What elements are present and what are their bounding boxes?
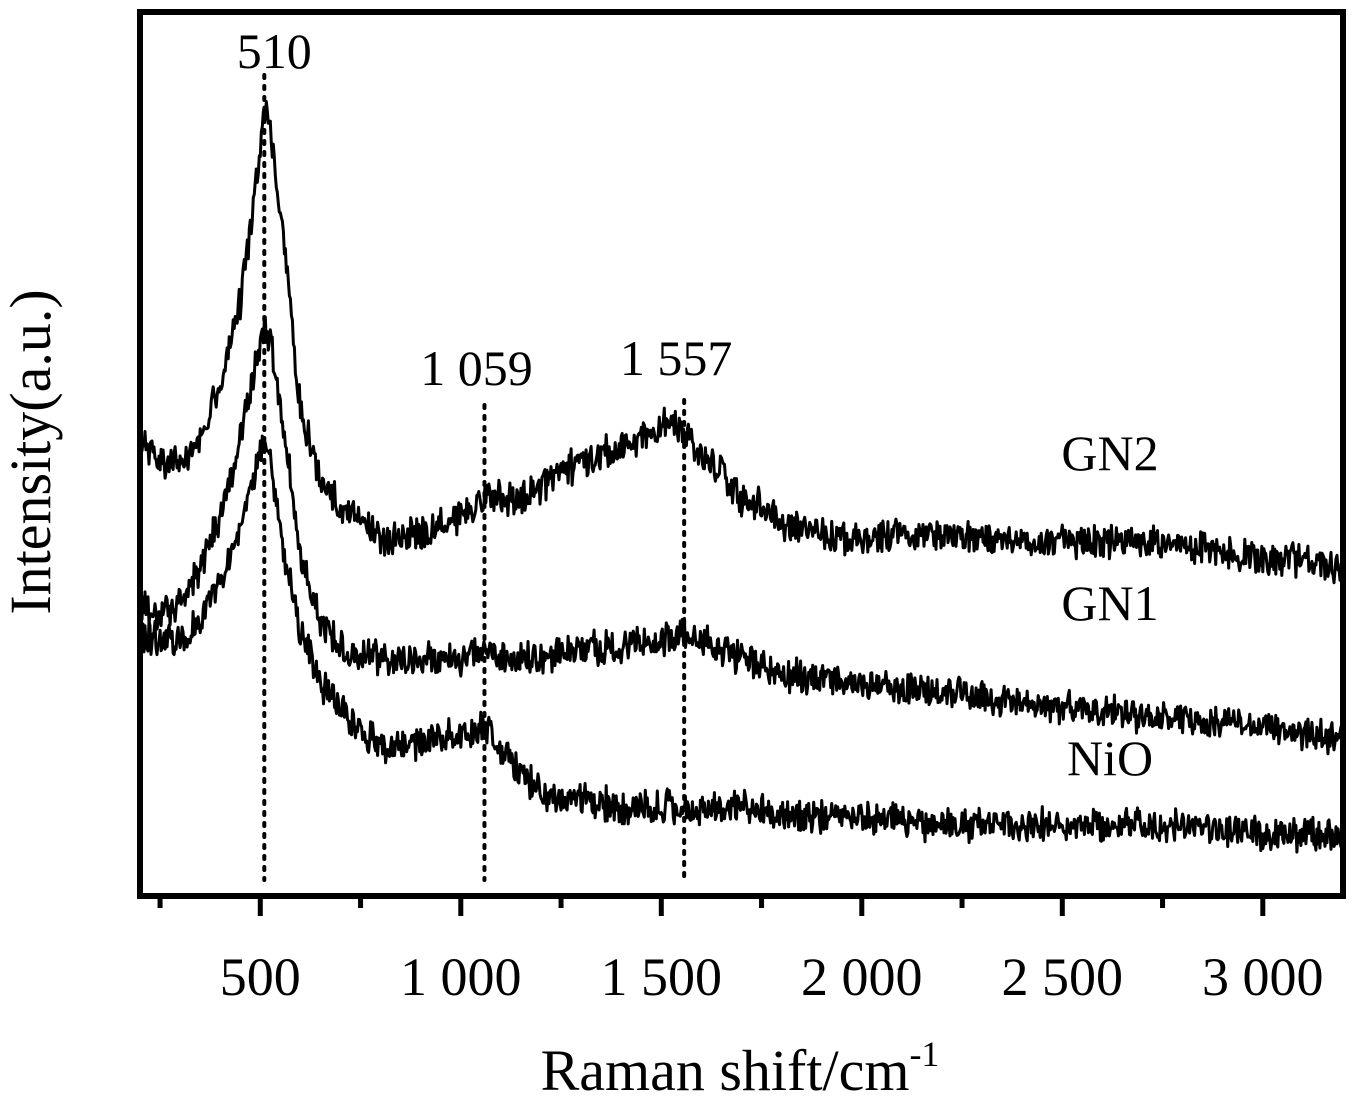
text-labels: GN2 GN1 NiO 510 1 059 1 557 <box>237 23 1159 786</box>
series-label-gn1: GN1 <box>1061 575 1158 631</box>
peak-label: 510 <box>237 23 312 79</box>
peak-label: 1 557 <box>620 330 733 386</box>
x-tick-label: 1 000 <box>400 947 522 1007</box>
series-label-gn2: GN2 <box>1061 425 1158 481</box>
peak-marker-layer <box>262 73 687 882</box>
x-tick-label: 500 <box>220 947 301 1007</box>
series-layer <box>138 100 1345 854</box>
series-line-nio <box>138 434 1345 854</box>
series-label-nio: NiO <box>1067 730 1153 786</box>
x-tick-label: 1 500 <box>601 947 723 1007</box>
peak-label: 1 059 <box>420 340 533 396</box>
x-tick-label: 2 500 <box>1002 947 1124 1007</box>
x-axis-title-text: Raman shift/cm <box>541 1038 910 1098</box>
x-tick-label: 2 000 <box>801 947 923 1007</box>
series-line-gn1 <box>138 315 1345 756</box>
x-tick-label: 3 000 <box>1202 947 1324 1007</box>
x-axis-ticks: 500 1 000 1 500 2 000 2 500 3 000 <box>157 896 1324 1007</box>
series-line-gn2 <box>138 100 1344 585</box>
x-axis-title-superscript: -1 <box>909 1034 939 1074</box>
plot-frame <box>137 9 1346 899</box>
y-axis-title: Intensity(a.u.) <box>0 289 63 614</box>
x-axis-title: Raman shift/cm-1 <box>541 1034 940 1098</box>
